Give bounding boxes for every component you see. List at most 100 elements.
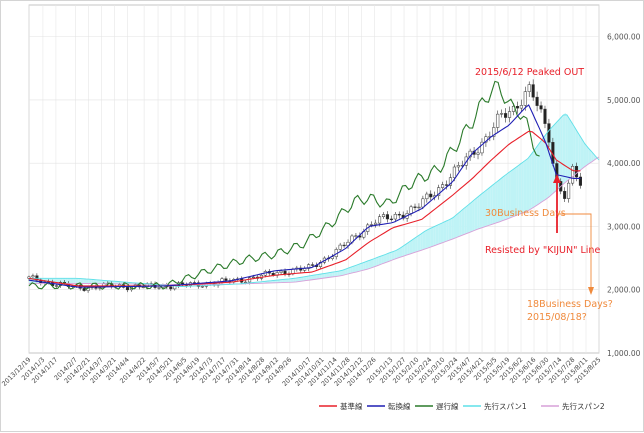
y-tick-label: 6,000.00 bbox=[607, 33, 641, 42]
kumo-segment bbox=[446, 220, 449, 241]
candle-body bbox=[441, 185, 444, 188]
kumo-segment bbox=[459, 210, 462, 236]
candle-body bbox=[244, 282, 247, 283]
kumo-segment bbox=[444, 221, 447, 242]
kumo-segment bbox=[469, 202, 472, 233]
kumo-segment bbox=[410, 240, 413, 254]
kumo-segment bbox=[428, 228, 431, 248]
candle-body bbox=[532, 85, 535, 98]
kumo-segment bbox=[462, 208, 465, 235]
candle-body bbox=[544, 109, 547, 124]
kumo-segment bbox=[477, 195, 480, 229]
kumo-segment bbox=[423, 231, 426, 250]
kumo-segment bbox=[521, 161, 524, 213]
kumo-segment bbox=[454, 215, 457, 239]
kumo-segment bbox=[441, 222, 444, 243]
candle-body bbox=[575, 166, 578, 177]
kumo-segment bbox=[581, 137, 584, 169]
kumo-segment bbox=[394, 250, 397, 259]
kumo-segment bbox=[384, 254, 387, 263]
kumo-segment bbox=[472, 200, 475, 232]
kumo-segment bbox=[387, 253, 390, 262]
candle-body bbox=[540, 106, 543, 109]
kumo-segment bbox=[583, 142, 586, 168]
candle-body bbox=[524, 92, 527, 106]
candle-body bbox=[457, 165, 460, 167]
kumo-segment bbox=[374, 258, 377, 267]
candle-body bbox=[83, 288, 86, 290]
annotation-text: 18Business Days? bbox=[527, 299, 613, 310]
kumo-segment bbox=[449, 219, 452, 241]
kumo-segment bbox=[415, 236, 418, 252]
y-tick-label: 4,000.00 bbox=[607, 159, 641, 168]
kumo-segment bbox=[376, 257, 379, 266]
y-tick-label: 1,000.00 bbox=[607, 349, 641, 358]
kumo-segment bbox=[475, 197, 478, 230]
x-axis: 2013/12/192014/1/32014/1/172014/2/72014/… bbox=[1, 356, 602, 388]
kumo-segment bbox=[83, 279, 86, 284]
kumo-segment bbox=[81, 279, 84, 284]
kumo-segment bbox=[368, 260, 371, 269]
candle-body bbox=[374, 223, 377, 224]
legend-label: 先行スパン1 bbox=[484, 401, 527, 411]
kumo-segment bbox=[451, 217, 454, 240]
kumo-segment bbox=[86, 279, 89, 284]
kumo-segment bbox=[89, 279, 92, 283]
candle-body bbox=[55, 286, 58, 287]
candle-body bbox=[418, 207, 421, 208]
kumo-segment bbox=[464, 206, 467, 234]
annotation-text: 2015/08/18? bbox=[527, 312, 587, 323]
kumo-segment bbox=[381, 255, 384, 264]
candle-body bbox=[422, 199, 425, 207]
candle-body bbox=[370, 225, 373, 226]
candle-body bbox=[398, 214, 401, 215]
candle-body bbox=[453, 167, 456, 178]
candle-body bbox=[414, 207, 417, 208]
candle-body bbox=[280, 271, 283, 272]
kumo-segment bbox=[526, 157, 529, 211]
candle-body bbox=[311, 265, 314, 266]
kumo-segment bbox=[70, 278, 73, 283]
legend-label: 転換線 bbox=[388, 401, 411, 411]
candle-body bbox=[429, 194, 432, 197]
kumo-segment bbox=[412, 238, 415, 253]
kumo-segment bbox=[436, 225, 439, 245]
kumo-segment bbox=[371, 259, 374, 268]
legend-label: 基準線 bbox=[340, 401, 363, 411]
kumo-segment bbox=[433, 226, 436, 246]
candle-body bbox=[394, 214, 397, 219]
kumo-segment bbox=[534, 147, 537, 207]
kumo-segment bbox=[529, 154, 532, 210]
annotation-text: Resisted by "KIJUN" Line bbox=[485, 245, 600, 256]
kumo-segment bbox=[431, 227, 434, 247]
annotation-text: 2015/6/12 Peaked OUT bbox=[475, 67, 584, 78]
candle-body bbox=[500, 113, 503, 114]
candle-body bbox=[426, 194, 429, 199]
candle-body bbox=[445, 185, 448, 186]
kumo-segment bbox=[488, 187, 491, 226]
kumo-segment bbox=[457, 213, 460, 238]
kumo-segment bbox=[379, 256, 382, 265]
candle-body bbox=[477, 153, 480, 155]
candle-body bbox=[536, 97, 539, 105]
kumo-segment bbox=[524, 160, 527, 213]
candle-body bbox=[343, 245, 346, 246]
candle-body bbox=[382, 215, 385, 217]
kumo-segment bbox=[542, 136, 545, 202]
annotation-text: 30Business Days bbox=[485, 208, 566, 219]
kumo-segment bbox=[565, 113, 568, 183]
kumo-segment bbox=[539, 140, 542, 204]
candle-body bbox=[201, 286, 204, 287]
kumo-segment bbox=[76, 278, 79, 283]
kumo-segment bbox=[73, 278, 76, 283]
candle-body bbox=[169, 287, 172, 289]
candle-body bbox=[339, 245, 342, 249]
legend-label: 遅行線 bbox=[436, 401, 459, 411]
candle-body bbox=[504, 113, 507, 117]
candle-body bbox=[520, 105, 523, 108]
y-tick-label: 5,000.00 bbox=[607, 96, 641, 105]
candle-body bbox=[516, 106, 519, 108]
candle-body bbox=[563, 191, 566, 198]
